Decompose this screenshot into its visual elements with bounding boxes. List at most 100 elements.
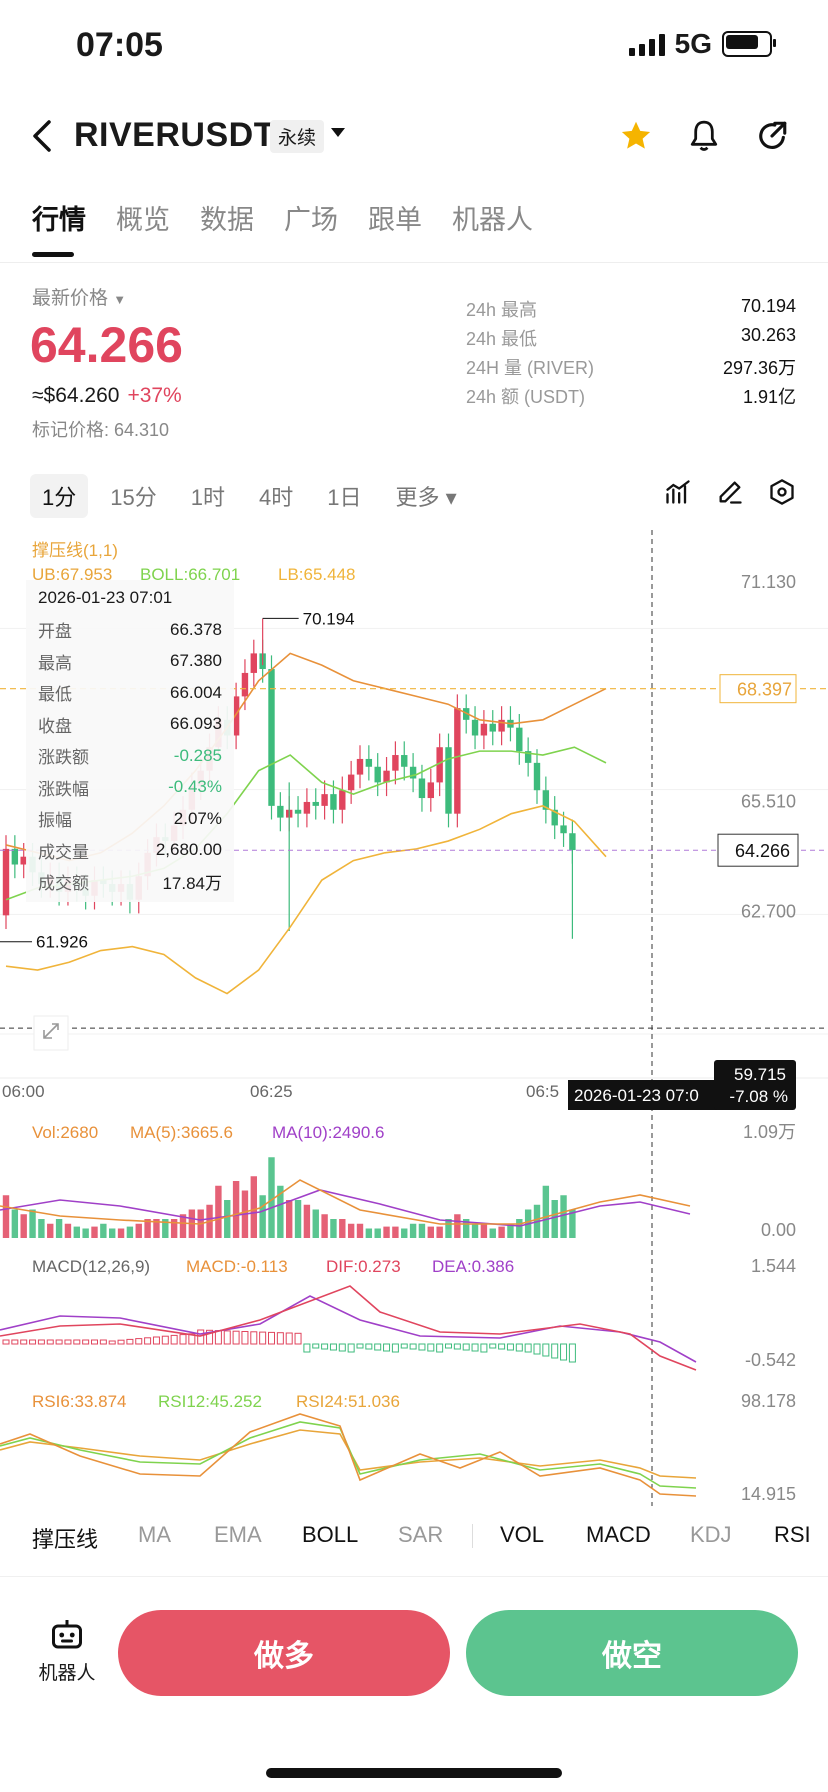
macd-histogram-bar (99, 1339, 107, 1345)
info-label: 最低 (38, 685, 72, 705)
volume-bar (445, 1219, 452, 1238)
timeframe-5[interactable]: 更多 ▾ (395, 485, 457, 510)
candle-body (268, 669, 275, 806)
boll-mid-label: BOLL:66.701 (140, 565, 240, 584)
tab-square[interactable]: 广场 (284, 205, 338, 235)
long-button[interactable]: 做多 (118, 1610, 450, 1696)
indicator-icon[interactable] (664, 478, 692, 511)
volume-bar (232, 1181, 240, 1238)
indicator-kdj[interactable]: KDJ (690, 1522, 732, 1547)
candle-body (241, 672, 249, 697)
stat-value: 70.194 (740, 296, 796, 316)
share-icon[interactable] (752, 116, 792, 156)
vol-label: Vol:2680 (32, 1123, 98, 1142)
volume-bar (436, 1226, 443, 1238)
symbol-title[interactable]: RIVERUSDT (74, 116, 275, 154)
macd-histogram-bar (365, 1343, 373, 1350)
tab-overview[interactable]: 概览 (116, 205, 170, 235)
star-icon[interactable] (616, 116, 656, 156)
info-label: 成交量 (38, 842, 89, 862)
indicator-rsi[interactable]: RSI (774, 1522, 811, 1547)
vol-ma5-line (0, 1179, 691, 1225)
last-price-tag (717, 833, 799, 867)
tab-bot[interactable]: 机器人 (452, 205, 533, 235)
chevron-down-icon[interactable] (330, 126, 346, 144)
info-card-date: 2026-01-23 07:01 (38, 588, 173, 607)
macd-histogram-bar (170, 1334, 178, 1345)
indicator-boll[interactable]: BOLL (302, 1522, 359, 1547)
macd-histogram-bar (445, 1343, 452, 1349)
volume-bar (135, 1223, 142, 1238)
volume-bar (418, 1223, 426, 1238)
pencil-icon[interactable] (716, 478, 744, 511)
stat-row: 24h 最低 30.263 (466, 325, 796, 354)
info-label: 振幅 (38, 811, 72, 831)
candle-body (480, 723, 488, 736)
signal-icon (628, 32, 665, 56)
indicator-separator (472, 1524, 473, 1548)
macd-histogram-bar (197, 1329, 205, 1345)
candle-body (551, 809, 558, 826)
timeframe-1[interactable]: 15分 (110, 485, 157, 510)
indicator-ema[interactable]: EMA (214, 1522, 262, 1547)
timeframe-2[interactable]: 1时 (190, 485, 225, 510)
macd-histogram-bar (108, 1340, 116, 1345)
volume-bar (162, 1219, 169, 1238)
timeframe-3[interactable]: 4时 (258, 485, 294, 510)
dif-line (0, 1285, 697, 1371)
timeframe-0[interactable]: 1分 (30, 474, 89, 518)
boll-ub-label: UB:67.953 (32, 565, 112, 584)
high-marker: 70.194 (303, 609, 355, 628)
macd-histogram-bar (391, 1343, 399, 1353)
macd-histogram-bar (259, 1331, 267, 1345)
vol-bottom-tick: 0.00 (761, 1220, 796, 1240)
macd-histogram-bar (135, 1338, 143, 1345)
back-icon[interactable] (30, 118, 54, 161)
info-row: 开盘 66.378 (38, 614, 222, 646)
tab-market[interactable]: 行情 (32, 205, 86, 235)
kline-chart[interactable]: 撑压线(1,1) UB:67.953 BOLL:66.701 LB:65.448 71.… (0, 530, 828, 1506)
last-price-tag-text: 64.266 (735, 841, 790, 861)
info-label: 涨跌额 (38, 748, 89, 768)
indicator-macd[interactable]: MACD (586, 1522, 651, 1547)
y-tick: 65.510 (741, 792, 796, 812)
info-row: 收盘 66.093 (38, 709, 222, 741)
macd-histogram-bar (427, 1343, 435, 1352)
status-indicators: 5G (628, 28, 776, 60)
bell-icon[interactable] (684, 116, 724, 156)
resistance-tag-text: 68.397 (737, 680, 792, 700)
volume-bar (117, 1228, 125, 1238)
macd-histogram-bar (409, 1343, 417, 1350)
macd-histogram-bar (498, 1343, 506, 1350)
x-tick: 06:25 (250, 1082, 293, 1101)
timeframe-4[interactable]: 1日 (327, 485, 362, 510)
home-indicator (266, 1768, 562, 1778)
robot-button[interactable]: 机器人 (30, 1618, 104, 1685)
indicator-ma[interactable]: MA (138, 1522, 171, 1547)
candle-body (489, 723, 496, 732)
candle-body (401, 755, 408, 767)
rsi-top-tick: 98.178 (741, 1391, 796, 1411)
settings-hexagon-icon[interactable] (768, 478, 796, 511)
macd-histogram-bar (312, 1343, 320, 1349)
contract-type-badge[interactable]: 永续 (270, 120, 325, 153)
short-button[interactable]: 做空 (466, 1610, 798, 1696)
macd-histogram-bar (542, 1343, 550, 1357)
macd-histogram-bar (232, 1330, 240, 1345)
rsi24-line (0, 1429, 697, 1479)
macd-histogram-bar (82, 1339, 90, 1345)
volume-bar (179, 1214, 187, 1238)
indicator-sar[interactable]: SAR (398, 1522, 444, 1547)
volume-bar (64, 1223, 72, 1238)
macd-histogram-bar (188, 1333, 196, 1345)
latest-price-label[interactable]: 最新价格 ▼ (32, 288, 127, 309)
usd-price: ≈$64.260 +37% (32, 384, 182, 407)
candle-body (277, 805, 284, 818)
tab-data[interactable]: 数据 (200, 205, 254, 235)
candle-body (560, 825, 567, 834)
timeframe-bar: 1分 15分 1时 4时 1日 更多 ▾ (30, 474, 469, 518)
mark-price: 标记价格: 64.310 (32, 420, 170, 440)
indicator-vol[interactable]: VOL (500, 1522, 545, 1547)
indicator-撑压线[interactable]: 撑压线 (32, 1527, 99, 1552)
tab-copy-trade[interactable]: 跟单 (368, 205, 422, 235)
